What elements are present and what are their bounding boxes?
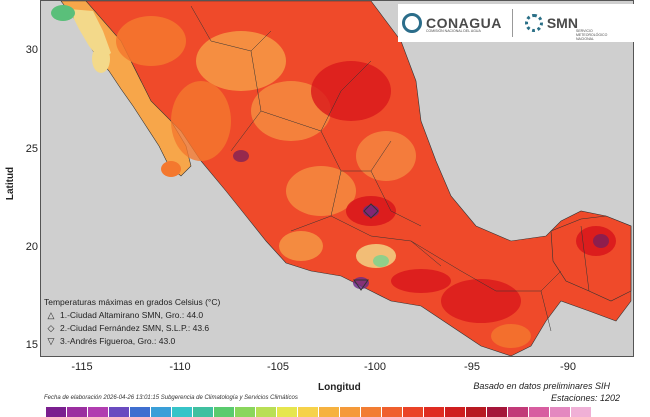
- mexico-map-graphic: [41, 1, 633, 356]
- station-count: Estaciones: 1202: [550, 393, 620, 403]
- x-tick-115: -115: [71, 361, 93, 373]
- color-scale-swatch: [319, 407, 340, 417]
- conagua-logo-icon: [402, 13, 422, 33]
- station-marker-3: [353, 279, 369, 291]
- color-scale-swatch: [529, 407, 550, 417]
- legend-entry-text: 1.-Ciudad Altamirano SMN, Gro.: 44.0: [60, 310, 204, 320]
- smn-title: SMN: [546, 15, 578, 31]
- smn-subtitle: SERVICIO METEOROLÓGICO NACIONAL: [576, 29, 608, 41]
- conagua-title: CONAGUA: [426, 15, 502, 31]
- color-scale-swatch: [214, 407, 235, 417]
- color-scale-swatch: [130, 407, 151, 417]
- smn-logo-icon: [524, 14, 543, 32]
- color-scale-swatch: [508, 407, 529, 417]
- legend-entry: △ 1.-Ciudad Altamirano SMN, Gro.: 44.0: [44, 309, 264, 322]
- color-scale-swatch: [109, 407, 130, 417]
- logo-banner: CONAGUA COMISIÓN NACIONAL DEL AGUA SMN S…: [398, 4, 634, 42]
- diamond-icon: ◇: [47, 323, 55, 333]
- data-basis-note: Basado en datos preliminares SIH: [473, 381, 610, 391]
- station-marker-2: [363, 203, 379, 219]
- color-scale-swatch: [67, 407, 88, 417]
- x-tick-100: -100: [363, 361, 387, 373]
- color-scale-swatch: [277, 407, 298, 417]
- x-axis-label: Longitud: [318, 382, 361, 393]
- color-scale-swatch: [403, 407, 424, 417]
- temperature-map: [40, 0, 634, 357]
- color-scale-swatch: [193, 407, 214, 417]
- elaboration-date: Fecha de elaboración 2026-04-26 13:01:15…: [44, 395, 298, 401]
- legend-entry: ◇ 2.-Ciudad Fernández SMN, S.L.P.: 43.6: [44, 322, 264, 335]
- color-scale-swatch: [424, 407, 445, 417]
- y-tick-20: 20: [25, 241, 38, 253]
- color-scale-swatch: [445, 407, 466, 417]
- triangle-down-icon: ▽: [47, 336, 55, 346]
- color-scale-swatch: [382, 407, 403, 417]
- color-scale-swatch: [151, 407, 172, 417]
- legend-entry-text: 3.-Andrés Figueroa, Gro.: 43.0: [60, 336, 176, 346]
- logo-divider: [511, 9, 513, 37]
- legend-entry-text: 2.-Ciudad Fernández SMN, S.L.P.: 43.6: [60, 323, 210, 333]
- state-borders: [190, 5, 590, 332]
- color-scale-swatch: [340, 407, 361, 417]
- y-tick-25: 25: [25, 143, 38, 155]
- color-scale-swatch: [46, 407, 67, 417]
- legend: Temperaturas máximas en grados Celsius (…: [44, 296, 264, 348]
- color-scale-swatch: [256, 407, 277, 417]
- color-scale-swatch: [88, 407, 109, 417]
- x-tick-90: -90: [560, 361, 576, 373]
- y-tick-30: 30: [25, 44, 38, 56]
- color-scale-swatch: [466, 407, 487, 417]
- x-tick-105: -105: [266, 361, 290, 373]
- mainland-region: [85, 1, 632, 356]
- legend-title: Temperaturas máximas en grados Celsius (…: [44, 297, 221, 307]
- color-scale-swatch: [550, 407, 571, 417]
- color-scale-bar: [46, 407, 592, 417]
- color-scale-swatch: [235, 407, 256, 417]
- triangle-up-icon: △: [47, 310, 55, 320]
- legend-entry: ▽ 3.-Andrés Figueroa, Gro.: 43.0: [44, 335, 264, 348]
- color-scale-swatch: [571, 407, 592, 417]
- color-scale-swatch: [361, 407, 382, 417]
- color-scale-swatch: [172, 407, 193, 417]
- x-tick-95: -95: [464, 361, 480, 373]
- y-axis-label: Latitud: [5, 166, 17, 201]
- y-tick-15: 15: [25, 339, 38, 351]
- conagua-subtitle: COMISIÓN NACIONAL DEL AGUA: [426, 29, 481, 33]
- color-scale-swatch: [298, 407, 319, 417]
- x-tick-110: -110: [169, 361, 191, 373]
- color-scale-swatch: [487, 407, 508, 417]
